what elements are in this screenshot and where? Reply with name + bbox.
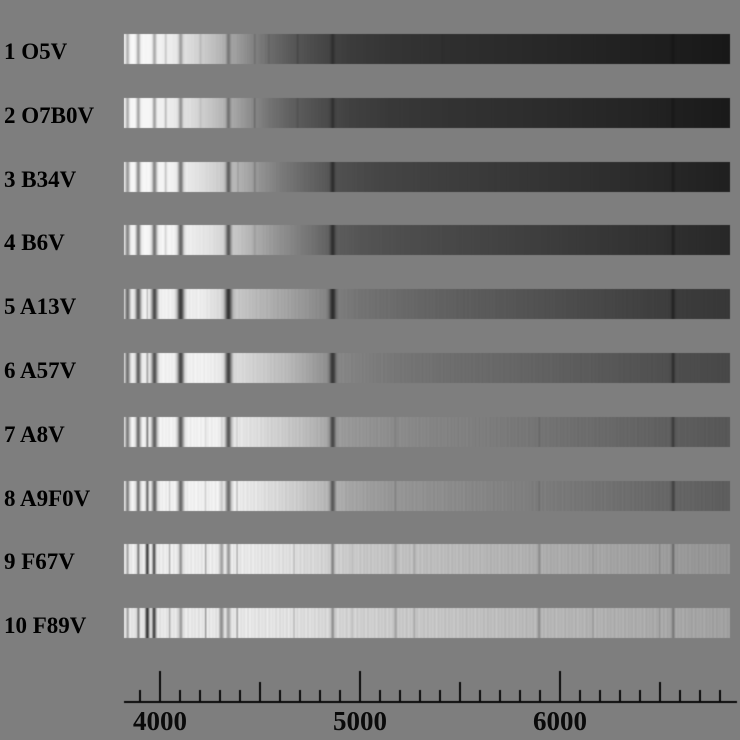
spectrum-strip-10 [124, 608, 730, 638]
star-label-6: 6 A57V [4, 358, 77, 383]
star-label-7: 7 A8V [4, 422, 65, 447]
spectrum-strip-7 [124, 417, 730, 447]
star-label-8: 8 A9F0V [4, 486, 91, 511]
star-label-9: 9 F67V [4, 549, 75, 574]
spectrum-strip-3 [124, 162, 730, 192]
star-label-4: 4 B6V [4, 230, 65, 255]
star-label-3: 3 B34V [4, 167, 77, 192]
star-label-1: 1 O5V [4, 39, 68, 64]
spectrum-strip-1 [124, 34, 730, 64]
spectrum-strip-2 [124, 98, 730, 128]
axis-tick-label-5000: 5000 [333, 706, 387, 736]
star-label-10: 10 F89V [4, 613, 87, 638]
axis-tick-label-4000: 4000 [133, 706, 187, 736]
spectrum-strip-6 [124, 353, 730, 383]
spectrum-strip-4 [124, 225, 730, 255]
star-label-5: 5 A13V [4, 294, 77, 319]
axis-tick-label-6000: 6000 [533, 706, 587, 736]
spectrum-strip-5 [124, 289, 730, 319]
spectrum-strip-8 [124, 481, 730, 511]
spectrum-strip-9 [124, 544, 730, 574]
star-label-2: 2 O7B0V [4, 103, 95, 128]
